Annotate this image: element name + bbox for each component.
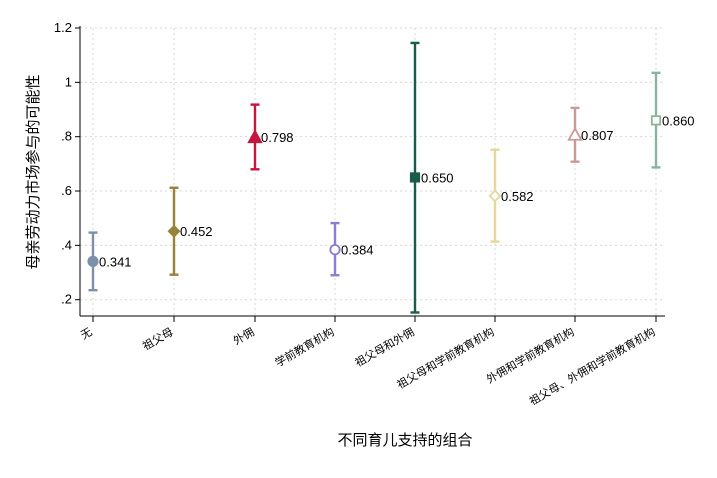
data-label: 0.798 — [261, 130, 294, 145]
data-label: 0.860 — [662, 113, 695, 128]
data-label: 0.384 — [341, 243, 374, 258]
point-marker — [650, 115, 662, 126]
point-group: 0.452 — [167, 186, 213, 276]
x-axis-title: 不同育儿支持的组合 — [337, 431, 472, 449]
y-axis-title: 母亲劳动力市场参与的可能性 — [24, 74, 42, 269]
y-tick-label: .6 — [61, 183, 72, 198]
x-tick-label: 祖父母 — [140, 324, 176, 353]
point-marker — [409, 172, 421, 183]
point-marker — [87, 255, 99, 267]
data-label: 0.452 — [180, 224, 213, 239]
point-group: 0.341 — [87, 231, 132, 292]
x-tick-label: 学前教育机构 — [272, 324, 336, 369]
point-marker — [167, 224, 181, 238]
y-tick-label: 1 — [65, 74, 72, 89]
data-label: 0.650 — [421, 170, 454, 185]
axis-layer: .2.4.6.811.2无 祖父母 外佣 学前教育机构 祖父母和外佣祖父母和学前教育机构… — [54, 20, 665, 408]
point-group: 0.807 — [567, 106, 614, 163]
point-marker — [567, 126, 583, 141]
x-tick-label: 祖父母、外佣和学前教育机构 — [527, 324, 658, 408]
x-tick-label: 祖父母和外佣 — [352, 324, 416, 369]
point-marker — [329, 244, 341, 256]
y-tick-label: 1.2 — [54, 20, 72, 35]
y-tick-label: .4 — [61, 237, 72, 252]
data-layer: 0.341 0.452 0.798 0.384 0.650 0.582 0.807 0.860 — [87, 41, 695, 314]
point-group: 0.384 — [329, 221, 374, 277]
x-tick-label: 无 — [78, 325, 94, 342]
point-group: 0.650 — [409, 41, 454, 314]
grid-layer — [80, 27, 665, 316]
point-marker — [247, 129, 263, 144]
point-group: 0.798 — [247, 103, 294, 171]
data-label: 0.807 — [581, 128, 614, 143]
point-marker — [488, 189, 502, 203]
data-label: 0.582 — [501, 189, 534, 204]
data-label: 0.341 — [99, 254, 132, 269]
x-tick-label: 外佣 — [231, 325, 257, 347]
point-group: 0.582 — [488, 148, 534, 243]
y-tick-label: .8 — [61, 129, 72, 144]
point-group: 0.860 — [650, 71, 695, 169]
y-tick-label: .2 — [61, 292, 72, 307]
